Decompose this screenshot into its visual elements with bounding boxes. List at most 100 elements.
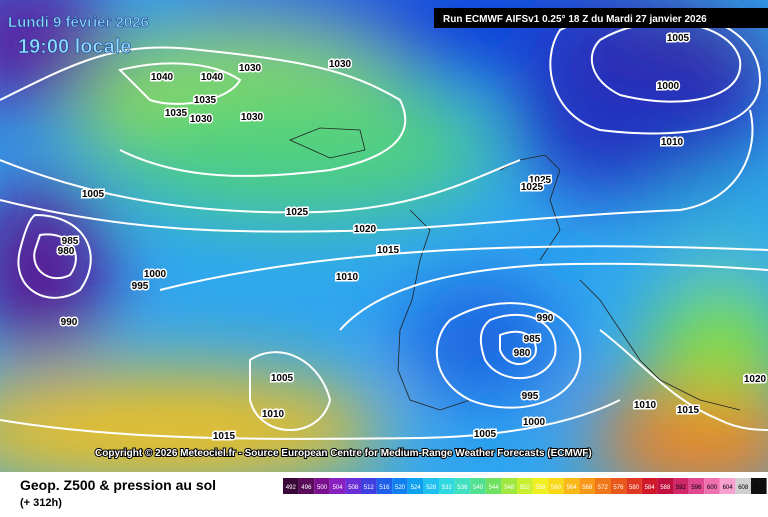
- isobar-label: 1030: [329, 59, 352, 70]
- scale-swatch: [641, 478, 658, 494]
- isobar-label: 1020: [744, 374, 767, 385]
- scale-label: 608: [738, 485, 749, 491]
- isobar-label: 1040: [201, 72, 224, 83]
- isobar-label: 985: [524, 334, 541, 345]
- isobar-label: 980: [514, 348, 531, 359]
- scale-label: 600: [707, 485, 718, 491]
- scale-label: 544: [489, 485, 500, 491]
- isobar-label: 1030: [190, 114, 213, 125]
- scale-label: 572: [598, 485, 609, 491]
- isobar-label: 985: [62, 236, 79, 247]
- isobar-label: 1010: [262, 409, 285, 420]
- isobar-label: 1030: [239, 63, 262, 74]
- scale-swatch: [345, 478, 361, 494]
- scale-label: 556: [535, 485, 546, 491]
- isobar-label: 1015: [377, 245, 400, 256]
- isobar-label: 980: [58, 246, 75, 257]
- scale-label: 612: [754, 485, 765, 491]
- scale-swatch: [470, 478, 486, 494]
- scale-swatch: [704, 478, 720, 494]
- map-date: Lundi 9 février 2026: [8, 14, 149, 31]
- scale-label: 564: [567, 485, 578, 491]
- isobar-label: 1000: [144, 269, 167, 280]
- scale-swatch: [423, 478, 439, 494]
- scale-swatch: [329, 478, 346, 494]
- isobar-label: 1040: [151, 72, 174, 83]
- scale-swatch: [407, 478, 424, 494]
- scale-swatch: [751, 478, 767, 494]
- scale-label: 512: [364, 485, 375, 491]
- scale-label: 596: [691, 485, 702, 491]
- isobar-label: 1020: [354, 224, 377, 235]
- scale-label: 528: [426, 485, 437, 491]
- isobar-label: 990: [61, 317, 78, 328]
- scale-swatch: [532, 478, 549, 494]
- scale-swatch: [392, 478, 408, 494]
- legend-title: Geop. Z500 & pression au sol: [20, 477, 216, 493]
- scale-label: 496: [301, 485, 312, 491]
- isobar-label: 1005: [82, 189, 105, 200]
- isobar-label: 1030: [241, 112, 264, 123]
- isobar-label: 1025: [286, 207, 309, 218]
- coastlines: [288, 127, 741, 411]
- run-box: [434, 8, 768, 28]
- scale-label: 524: [411, 485, 422, 491]
- scale-swatch: [719, 478, 736, 494]
- scale-swatch: [610, 478, 627, 494]
- scale-label: 580: [629, 485, 640, 491]
- scale-label: 552: [520, 485, 531, 491]
- isobar-label: 1005: [474, 429, 497, 440]
- scale-swatch: [735, 478, 751, 494]
- scale-label: 560: [551, 485, 562, 491]
- scale-label: 588: [660, 485, 671, 491]
- scale-swatch: [595, 478, 611, 494]
- scale-swatch: [361, 478, 377, 494]
- scale-label: 508: [348, 485, 359, 491]
- scale-swatch: [673, 478, 689, 494]
- isobar-label: 1010: [634, 400, 657, 411]
- copyright: Copyright © 2026 Meteociel.fr - Source E…: [95, 448, 592, 459]
- isobar-label: 1025: [521, 182, 544, 193]
- scale-label: 536: [457, 485, 468, 491]
- scale-label: 504: [333, 485, 344, 491]
- scale-label: 604: [723, 485, 734, 491]
- scale-label: 584: [645, 485, 656, 491]
- run-info: Run ECMWF AIFSv1 0.25° 18 Z du Mardi 27 …: [443, 14, 707, 25]
- scale-swatch: [314, 478, 330, 494]
- scale-swatch: [688, 478, 705, 494]
- isobar-label: 1010: [336, 272, 359, 283]
- scale-label: 532: [442, 485, 453, 491]
- scale-swatch: [626, 478, 642, 494]
- scale-label: 592: [676, 485, 687, 491]
- scale-swatch: [298, 478, 315, 494]
- scale-label: 576: [613, 485, 624, 491]
- scale-swatch: [517, 478, 533, 494]
- scale-swatch: [454, 478, 471, 494]
- scale-swatch: [548, 478, 564, 494]
- isobar-label: 990: [537, 313, 554, 324]
- isobar-label: 1000: [657, 81, 680, 92]
- scale-label: 492: [286, 485, 297, 491]
- scale-swatch: [283, 478, 299, 494]
- isobar-label: 1010: [661, 137, 684, 148]
- isobar-label: 995: [522, 391, 539, 402]
- scale-label: 540: [473, 485, 484, 491]
- isobars: [0, 8, 768, 440]
- scale-label: 500: [317, 485, 328, 491]
- isobar-label: 1005: [271, 373, 294, 384]
- lead-time: (+ 312h): [20, 497, 62, 509]
- scale-swatch: [376, 478, 393, 494]
- map-time: 19:00 locale: [18, 36, 131, 58]
- isobar-label: 1035: [194, 95, 217, 106]
- color-scale: 492 496 500 504 508 512 516 520 524 528 532 536 540 5…: [283, 478, 767, 494]
- isobar-label: 1015: [677, 405, 700, 416]
- scale-swatch: [485, 478, 502, 494]
- scale-label: 548: [504, 485, 515, 491]
- isobar-label: 1000: [523, 417, 546, 428]
- scale-swatch: [439, 478, 455, 494]
- isobar-label: 1005: [667, 33, 690, 44]
- isobar-label: 995: [132, 281, 149, 292]
- scale-swatch: [657, 478, 673, 494]
